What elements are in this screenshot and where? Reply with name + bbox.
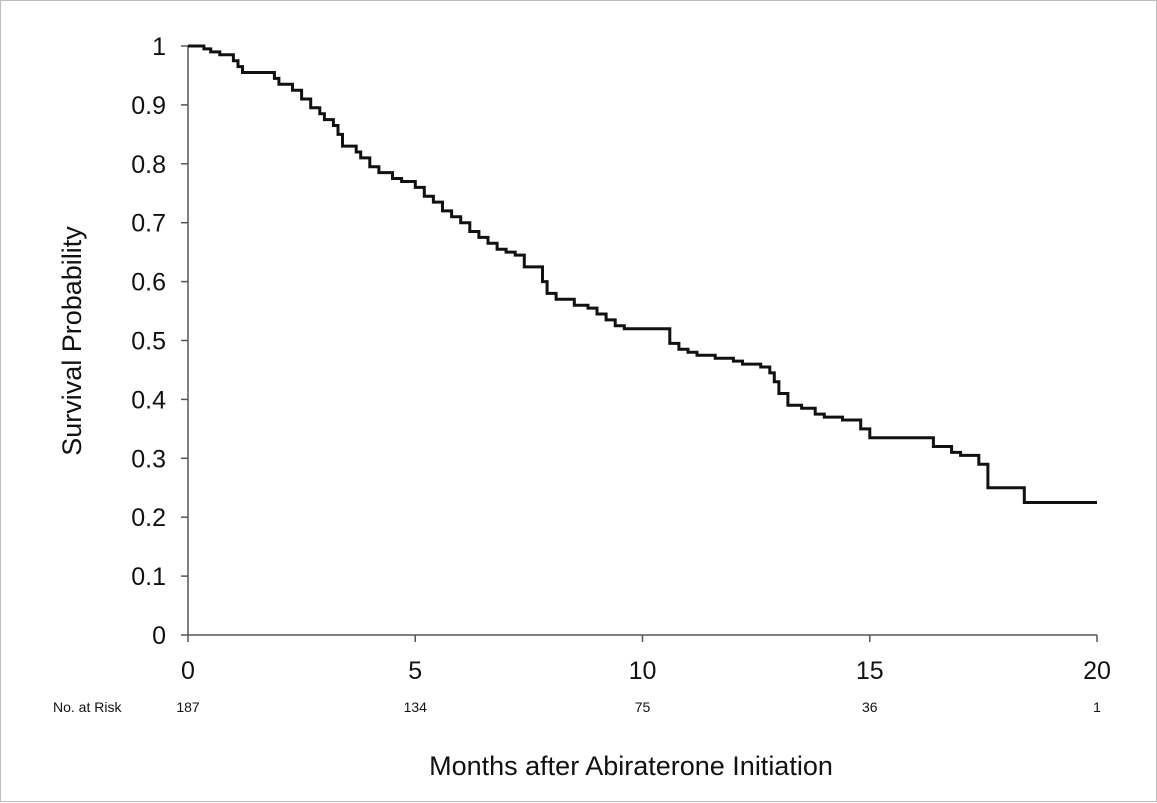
x-axis-title: Months after Abiraterone Initiation [429,751,833,781]
y-tick-label: 0.1 [131,563,166,591]
y-tick-label: 0.7 [131,210,166,238]
y-tick-label: 0 [152,622,166,650]
y-tick-label: 0.4 [131,386,166,414]
y-tick-label: 0.3 [131,445,166,473]
y-ticks: 0 0.1 0.2 0.3 0.4 0.5 0.6 0.7 0.8 0.9 1 [131,33,188,650]
risk-table-value: 36 [862,699,878,715]
x-tick-label: 10 [629,657,657,685]
axes [187,46,1097,636]
x-tick-label: 20 [1083,657,1111,685]
risk-table-value: 134 [404,699,428,715]
x-tick-label: 5 [408,657,422,685]
y-tick-label: 0.6 [131,269,166,297]
x-tick-label: 0 [181,657,195,685]
y-tick-label: 1 [152,33,166,61]
risk-table-value: 1 [1093,699,1101,715]
y-axis-title: Survival Probability [57,226,87,456]
y-tick-label: 0.2 [131,504,166,532]
risk-table-values: 187 134 75 36 1 [176,699,1101,715]
y-tick-label: 0.9 [131,92,166,120]
y-tick-label: 0.5 [131,328,166,356]
survival-curve [188,44,1097,504]
risk-table-label: No. at Risk [53,699,122,715]
x-ticks: 0 5 10 15 20 [181,635,1111,685]
risk-table-value: 187 [176,699,200,715]
risk-table-value: 75 [635,699,651,715]
x-tick-label: 15 [856,657,884,685]
y-tick-label: 0.8 [131,151,166,179]
